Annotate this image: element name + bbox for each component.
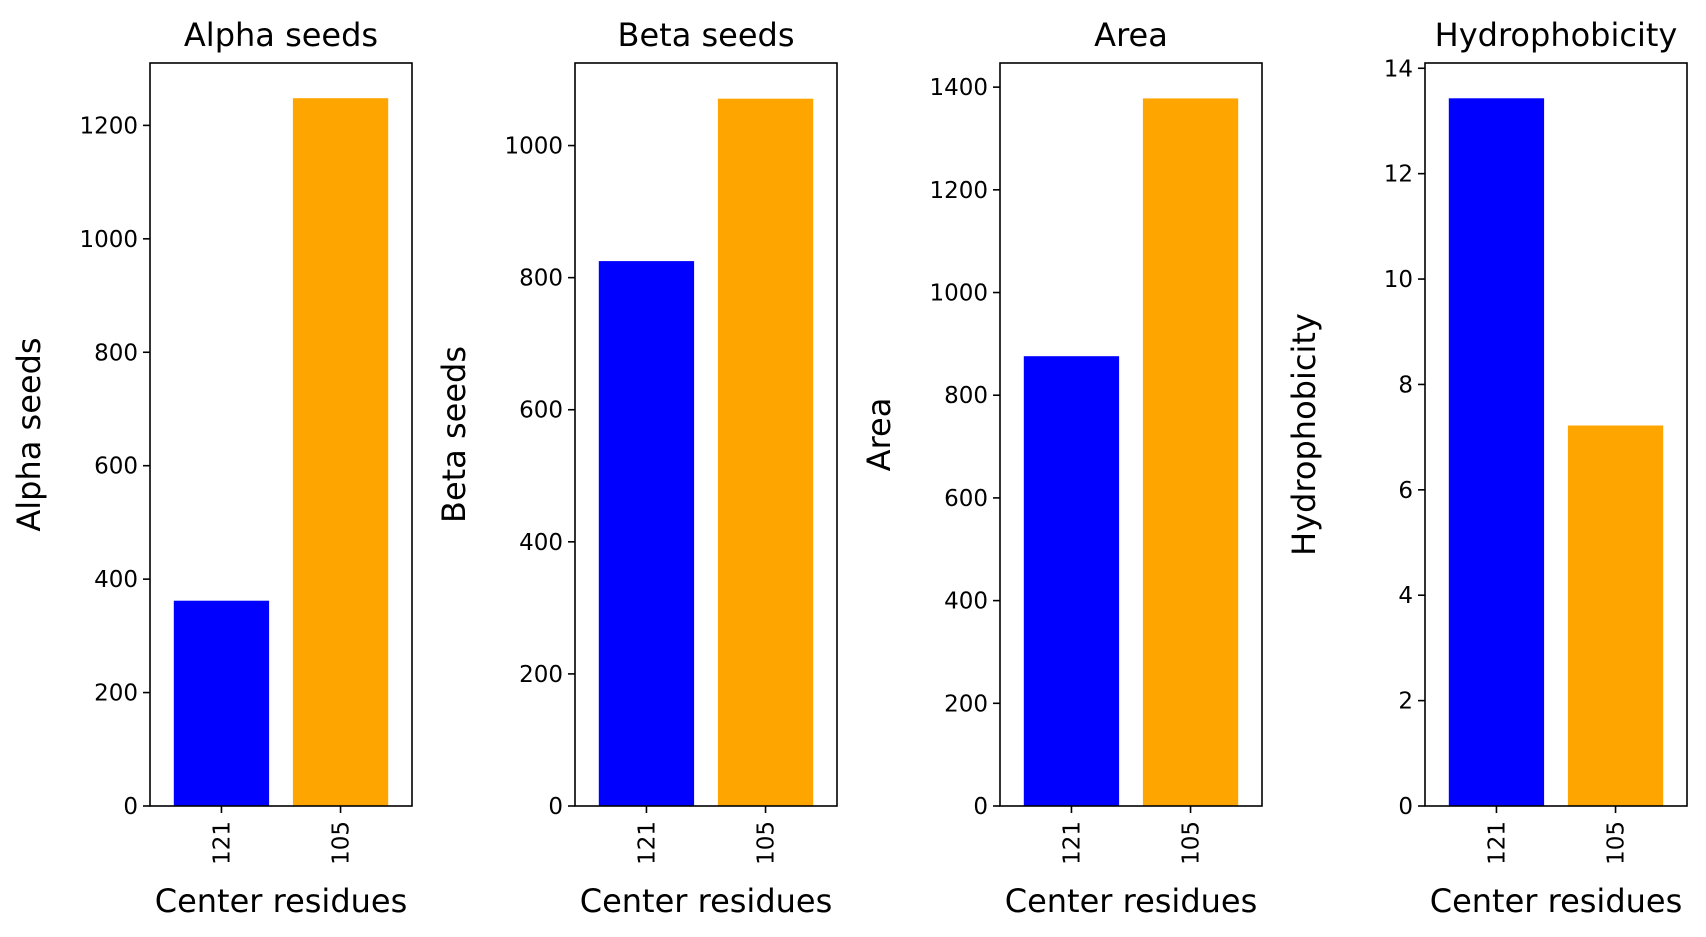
subplot-1: 0 200 400 600 800 1000 1200 121 105 Alpha seeds Ce… — [10, 16, 413, 920]
subplot-2: 0 200 400 600 800 1000 121 105 Beta seeds Center … — [435, 16, 838, 920]
x-axis-label: Center residues — [1430, 882, 1683, 920]
y-tick-label: 1000 — [929, 281, 988, 307]
y-tick-label: 0 — [973, 794, 988, 820]
plot-frame — [574, 62, 838, 807]
y-tick-label: 600 — [519, 398, 563, 424]
chart-title: Alpha seeds — [184, 16, 378, 54]
bar-121 — [1448, 98, 1545, 807]
plot-frame — [999, 62, 1263, 807]
y-tick-label: 0 — [1398, 794, 1413, 820]
y-tick-label: 14 — [1384, 56, 1413, 82]
y-tick-label: 10 — [1384, 267, 1413, 293]
y-tick-label: 200 — [519, 662, 563, 688]
y-axis-label: Alpha seeds — [10, 337, 48, 531]
chart-title: Hydrophobicity — [1435, 16, 1678, 54]
bar-105 — [1567, 425, 1664, 806]
y-tick-label: 600 — [94, 454, 138, 480]
y-tick-label: 800 — [944, 383, 988, 409]
y-tick-label: 1000 — [79, 227, 138, 253]
chart-title: Beta seeds — [618, 16, 795, 54]
x-axis-label: Center residues — [580, 882, 833, 920]
y-tick-label: 2 — [1398, 689, 1413, 715]
x-tick-label: 121 — [1484, 821, 1510, 865]
x-tick-label: 121 — [209, 821, 235, 865]
y-tick-label: 1200 — [79, 113, 138, 139]
y-tick-label: 12 — [1384, 162, 1413, 188]
y-axis-label: Hydrophobicity — [1285, 313, 1323, 556]
x-axis-label: Center residues — [1005, 882, 1258, 920]
y-tick-label: 200 — [944, 691, 988, 717]
y-tick-label: 0 — [548, 794, 563, 820]
x-axis-label: Center residues — [155, 882, 408, 920]
y-tick-label: 800 — [519, 266, 563, 292]
y-tick-label: 800 — [94, 340, 138, 366]
subplot-4: 0 2 4 6 8 10 12 14 121 105 Hydrophobicity Center re… — [1285, 16, 1688, 920]
x-tick-label: 121 — [634, 821, 660, 865]
bar-121 — [1023, 356, 1120, 806]
y-tick-label: 4 — [1398, 583, 1413, 609]
plot-frame — [149, 62, 413, 807]
y-tick-label: 8 — [1398, 372, 1413, 398]
y-tick-label: 400 — [519, 530, 563, 556]
y-axis-label: Area — [860, 398, 898, 472]
bar-105 — [717, 98, 814, 806]
y-tick-label: 1200 — [929, 178, 988, 204]
y-tick-label: 400 — [944, 589, 988, 615]
bar-105 — [1142, 98, 1239, 806]
subplot-3: 0 200 400 600 800 1000 1200 1400 121 105 Area Cente… — [860, 16, 1263, 920]
plot-frame — [1424, 62, 1688, 807]
bar-105 — [292, 98, 389, 806]
x-tick-label: 105 — [754, 821, 780, 865]
y-axis-label: Beta seeds — [435, 346, 473, 523]
chart-title: Area — [1094, 16, 1168, 54]
y-tick-label: 200 — [94, 681, 138, 707]
x-tick-label: 105 — [1604, 821, 1630, 865]
y-tick-label: 0 — [123, 794, 138, 820]
bar-121 — [598, 261, 695, 807]
x-tick-label: 105 — [329, 821, 355, 865]
y-tick-label: 400 — [94, 567, 138, 593]
y-tick-label: 1400 — [929, 75, 988, 101]
bar-121 — [173, 600, 270, 806]
x-tick-label: 121 — [1059, 821, 1085, 865]
x-tick-label: 105 — [1179, 821, 1205, 865]
y-tick-label: 600 — [944, 486, 988, 512]
y-tick-label: 6 — [1398, 478, 1413, 504]
y-tick-label: 1000 — [504, 134, 563, 160]
